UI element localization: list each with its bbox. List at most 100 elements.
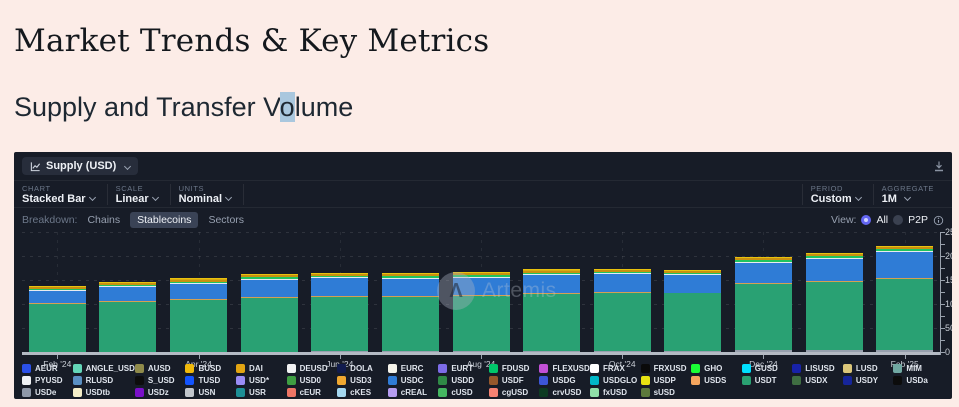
bar-segment-frax xyxy=(170,282,228,284)
legend-label: DOLA xyxy=(350,363,373,373)
legend-item-usdstar[interactable]: USD* xyxy=(236,375,287,385)
legend-item-cusd[interactable]: cUSD xyxy=(438,387,489,397)
legend-label: FRXUSD xyxy=(653,363,687,373)
control-units-value[interactable]: Nominal xyxy=(179,193,233,205)
bar-may24[interactable] xyxy=(240,232,298,352)
bar-segment-usdt xyxy=(28,303,86,352)
legend-item-gusd[interactable]: GUSD xyxy=(741,363,793,373)
legend-item-usd0[interactable]: USD0 xyxy=(286,375,338,385)
bar-segment-dai xyxy=(876,245,934,249)
control-scale-value[interactable]: Linear xyxy=(116,193,159,205)
legend-item-usdx[interactable]: USDX xyxy=(792,375,843,385)
legend-item-ausd[interactable]: AUSD xyxy=(134,363,186,373)
control-chart-value[interactable]: Stacked Bar xyxy=(22,193,96,205)
radio-all[interactable] xyxy=(861,215,872,225)
metric-selector-button[interactable]: Supply (USD) xyxy=(22,157,139,175)
legend-item-busd[interactable]: BUSD xyxy=(185,363,236,373)
bar-jun24[interactable] xyxy=(311,232,369,352)
legend-item-crvusd[interactable]: crvUSD xyxy=(539,387,590,397)
bar-oct24[interactable] xyxy=(593,232,651,352)
legend-label: USR xyxy=(249,387,266,397)
control-aggregate-value[interactable]: 1M xyxy=(882,193,934,205)
legend-item-usdy[interactable]: USDY xyxy=(842,375,894,385)
breakdown-option-stablecoins[interactable]: Stablecoins xyxy=(130,212,199,228)
chart-widget: Supply (USD) CHART Stacked Bar SCALE Lin… xyxy=(14,152,952,399)
legend-item-cgusd[interactable]: cgUSD xyxy=(488,387,540,397)
bar-jan25[interactable] xyxy=(805,232,863,352)
download-button[interactable] xyxy=(932,159,946,173)
breakdown-option-sectors[interactable]: Sectors xyxy=(208,214,245,226)
legend-item-dai[interactable]: DAI xyxy=(236,363,287,373)
bar-mar24[interactable] xyxy=(99,232,157,352)
bar-segment-usdc xyxy=(664,275,722,293)
legend-label: USDT xyxy=(754,375,777,385)
legend-item-lisusd[interactable]: LISUSD xyxy=(792,363,843,373)
legend-item-usdtb[interactable]: USDtb xyxy=(72,387,135,397)
legend-item-usdc[interactable]: USDC xyxy=(387,375,439,385)
legend-item-eurc[interactable]: EURC xyxy=(387,363,439,373)
legend-swatch xyxy=(691,363,701,373)
bar-nov24[interactable] xyxy=(664,232,722,352)
bar-aug24[interactable] xyxy=(452,232,510,352)
bar-segment-usds xyxy=(876,278,934,280)
legend-item-usn[interactable]: USN xyxy=(185,387,236,397)
legend-item-aeur[interactable]: AEUR xyxy=(22,363,73,373)
chevron-down-icon xyxy=(903,193,911,201)
bar-segment-fdusd xyxy=(240,277,298,279)
legend-swatch xyxy=(741,375,751,385)
radio-p2p[interactable] xyxy=(893,215,904,225)
legend-item-usdz[interactable]: USDz xyxy=(134,387,186,397)
chevron-down-icon xyxy=(224,193,233,201)
legend-item-gho[interactable]: GHO xyxy=(691,363,742,373)
view-option-p2p[interactable]: P2P xyxy=(908,214,928,226)
control-period-value[interactable]: Custom xyxy=(811,193,862,205)
legend-label: USD0 xyxy=(299,375,321,385)
bar-apr24[interactable] xyxy=(170,232,228,352)
legend-swatch xyxy=(640,375,650,385)
legend-item-rlusd[interactable]: RLUSD xyxy=(72,375,135,385)
legend-item-usdg[interactable]: USDG xyxy=(539,375,590,385)
legend-item-frax[interactable]: FRAX xyxy=(590,363,641,373)
legend-item-mim[interactable]: MIM xyxy=(893,363,944,373)
legend-item-pyusd[interactable]: PYUSD xyxy=(22,375,73,385)
legend-item-flexusd[interactable]: FLEXUSD xyxy=(539,363,590,373)
legend-item-fdusd[interactable]: FDUSD xyxy=(488,363,540,373)
legend-item-usdp[interactable]: USDP xyxy=(640,375,692,385)
legend-item-usr[interactable]: USR xyxy=(236,387,287,397)
breakdown-label: Breakdown: xyxy=(22,214,78,226)
bar-feb24[interactable] xyxy=(28,232,86,352)
bar-feb25[interactable] xyxy=(876,232,934,352)
bar-sep24[interactable] xyxy=(523,232,581,352)
plot-area xyxy=(22,232,940,352)
legend-item-usdd[interactable]: USDD xyxy=(438,375,489,385)
legend-item-usd3[interactable]: USD3 xyxy=(337,375,388,385)
legend-item-usde[interactable]: USDe xyxy=(22,387,73,397)
bar-dec24[interactable] xyxy=(734,232,792,352)
legend-item-ckes[interactable]: cKES xyxy=(337,387,388,397)
legend-item-dola[interactable]: DOLA xyxy=(337,363,388,373)
bar-segment-dai xyxy=(240,274,298,278)
legend-item-s_usd[interactable]: S_USD xyxy=(134,375,186,385)
legend-swatch xyxy=(741,363,751,373)
legend-item-usdf[interactable]: USDF xyxy=(488,375,540,385)
legend-item-fxusd[interactable]: fxUSD xyxy=(590,387,641,397)
legend-item-deusd[interactable]: DEUSD xyxy=(286,363,338,373)
legend-item-frxusd[interactable]: FRXUSD xyxy=(640,363,692,373)
legend-swatch xyxy=(286,387,296,397)
bar-jul24[interactable] xyxy=(381,232,439,352)
legend-swatch xyxy=(72,363,82,373)
info-icon[interactable] xyxy=(933,215,944,226)
legend-item-susd[interactable]: sUSD xyxy=(640,387,692,397)
legend-item-lusd[interactable]: LUSD xyxy=(842,363,894,373)
legend-item-creal[interactable]: cREAL xyxy=(387,387,439,397)
legend-item-ceur[interactable]: cEUR xyxy=(286,387,338,397)
legend-item-usdglo[interactable]: USDGLO xyxy=(590,375,641,385)
breakdown-option-chains[interactable]: Chains xyxy=(87,214,121,226)
legend-item-usda[interactable]: USDa xyxy=(893,375,944,385)
legend-item-usds[interactable]: USDS xyxy=(691,375,742,385)
legend-item-eurt[interactable]: EURT xyxy=(438,363,489,373)
view-option-all[interactable]: All xyxy=(876,214,889,226)
legend-item-tusd[interactable]: TUSD xyxy=(185,375,236,385)
legend-item-angle_usd[interactable]: ANGLE_USD xyxy=(72,363,135,373)
legend-item-usdt[interactable]: USDT xyxy=(741,375,793,385)
